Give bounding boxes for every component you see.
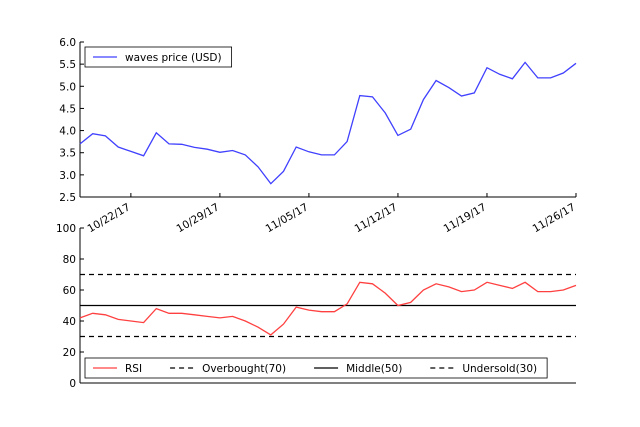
series-line: [79, 61, 577, 185]
legend-label: Middle(50): [346, 363, 402, 375]
legend-label: waves price (USD): [125, 52, 222, 64]
legend-label: Overbought(70): [202, 363, 286, 375]
y-tick-label: 4.0: [59, 126, 76, 138]
x-tick-label: 11/05/17: [264, 201, 311, 235]
x-tick-label: 11/12/17: [353, 201, 400, 235]
legend-frame: [84, 46, 233, 68]
y-tick-label: 80: [63, 254, 76, 266]
y-tick-label: 0: [69, 378, 76, 390]
y-tick-label: 5.0: [59, 81, 76, 93]
y-tick-label: 60: [63, 285, 76, 297]
y-tick-label: 5.5: [59, 59, 76, 71]
x-tick-label: 10/22/17: [86, 201, 133, 235]
legend: RSI Overbought(70) Middle(50) Undersold(30): [84, 357, 548, 379]
y-tick-label: 40: [63, 316, 76, 328]
y-tick-label: 4.5: [59, 103, 76, 115]
y-tick-label: 3.5: [59, 148, 76, 160]
x-tick-label: 11/19/17: [442, 201, 489, 235]
y-tick-label: 2.5: [59, 192, 76, 204]
x-tick-label: 11/26/17: [531, 201, 578, 235]
legend-label: RSI: [125, 363, 142, 375]
y-tick-label: 3.0: [59, 170, 76, 182]
y-tick-label: 100: [56, 223, 76, 235]
y-tick-label: 20: [63, 347, 76, 359]
x-tick-label: 10/29/17: [175, 201, 222, 235]
series-line: [79, 281, 577, 336]
y-tick-label: 6.0: [59, 37, 76, 49]
legend-label: Undersold(30): [462, 363, 537, 375]
legend: waves price (USD): [84, 46, 233, 68]
